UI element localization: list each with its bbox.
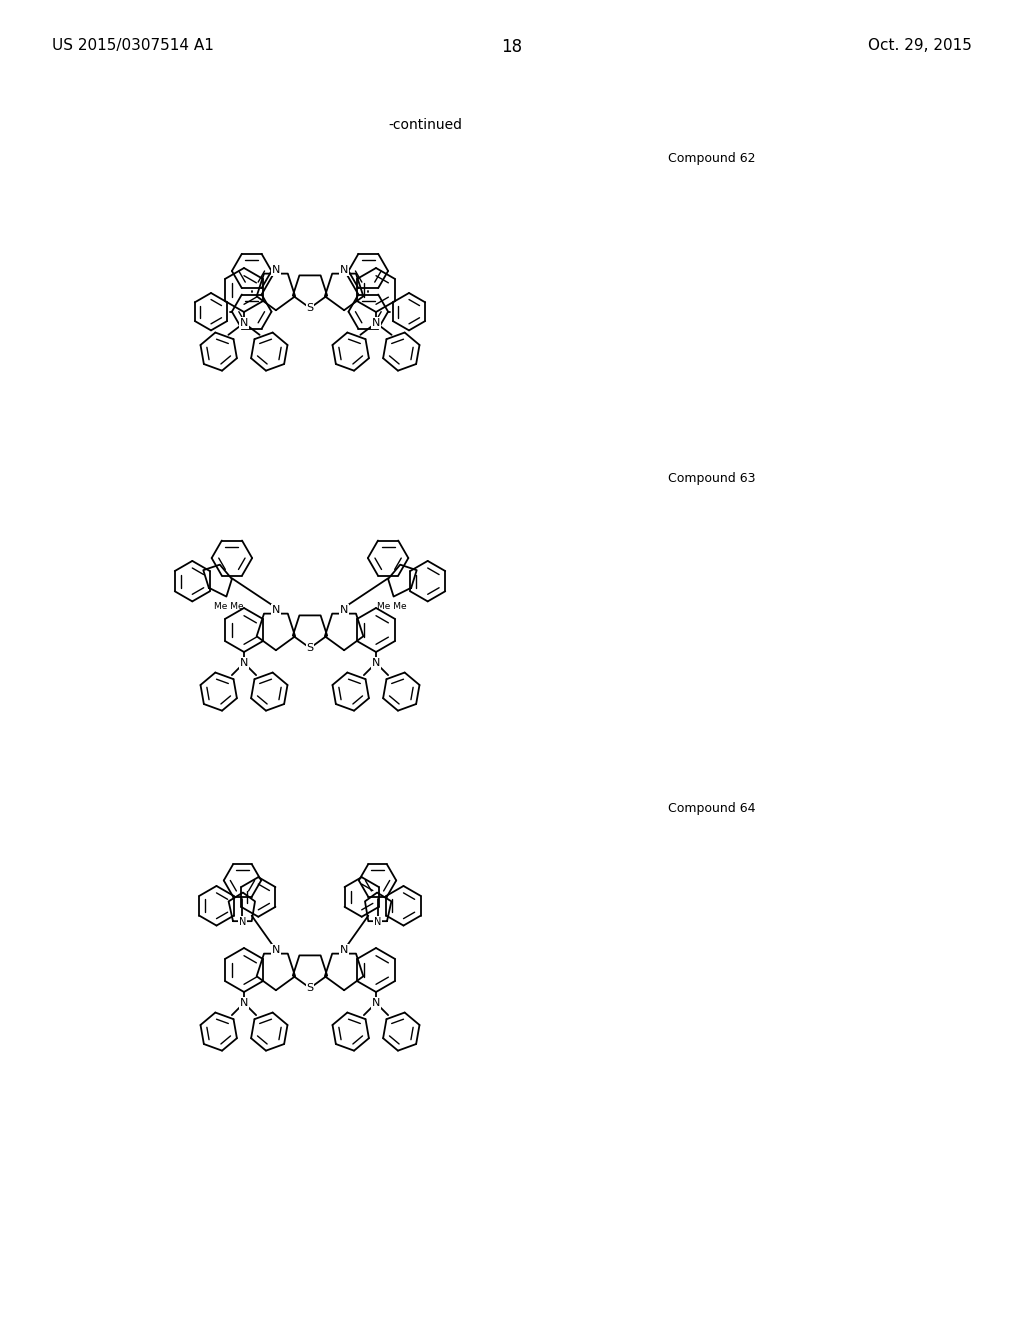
Text: -continued: -continued xyxy=(388,117,462,132)
Text: N: N xyxy=(372,318,380,327)
Text: N: N xyxy=(240,657,248,668)
Text: N: N xyxy=(240,318,248,327)
Text: US 2015/0307514 A1: US 2015/0307514 A1 xyxy=(52,38,214,53)
Text: Oct. 29, 2015: Oct. 29, 2015 xyxy=(868,38,972,53)
Text: N: N xyxy=(340,945,348,954)
Text: Compound 63: Compound 63 xyxy=(668,473,756,484)
Text: S: S xyxy=(306,304,313,313)
Text: Compound 62: Compound 62 xyxy=(668,152,756,165)
Text: N: N xyxy=(340,605,348,615)
Text: S: S xyxy=(306,643,313,653)
Text: N: N xyxy=(372,657,380,668)
Text: 18: 18 xyxy=(502,38,522,55)
Text: S: S xyxy=(306,983,313,993)
Text: N: N xyxy=(271,265,281,275)
Text: Me Me: Me Me xyxy=(214,602,244,611)
Text: Compound 64: Compound 64 xyxy=(668,803,756,814)
Text: N: N xyxy=(340,265,348,275)
Text: N: N xyxy=(239,917,246,927)
Text: Me Me: Me Me xyxy=(377,602,407,611)
Text: N: N xyxy=(271,945,281,954)
Text: N: N xyxy=(240,998,248,1008)
Text: N: N xyxy=(271,605,281,615)
Text: N: N xyxy=(372,998,380,1008)
Text: N: N xyxy=(374,917,381,927)
